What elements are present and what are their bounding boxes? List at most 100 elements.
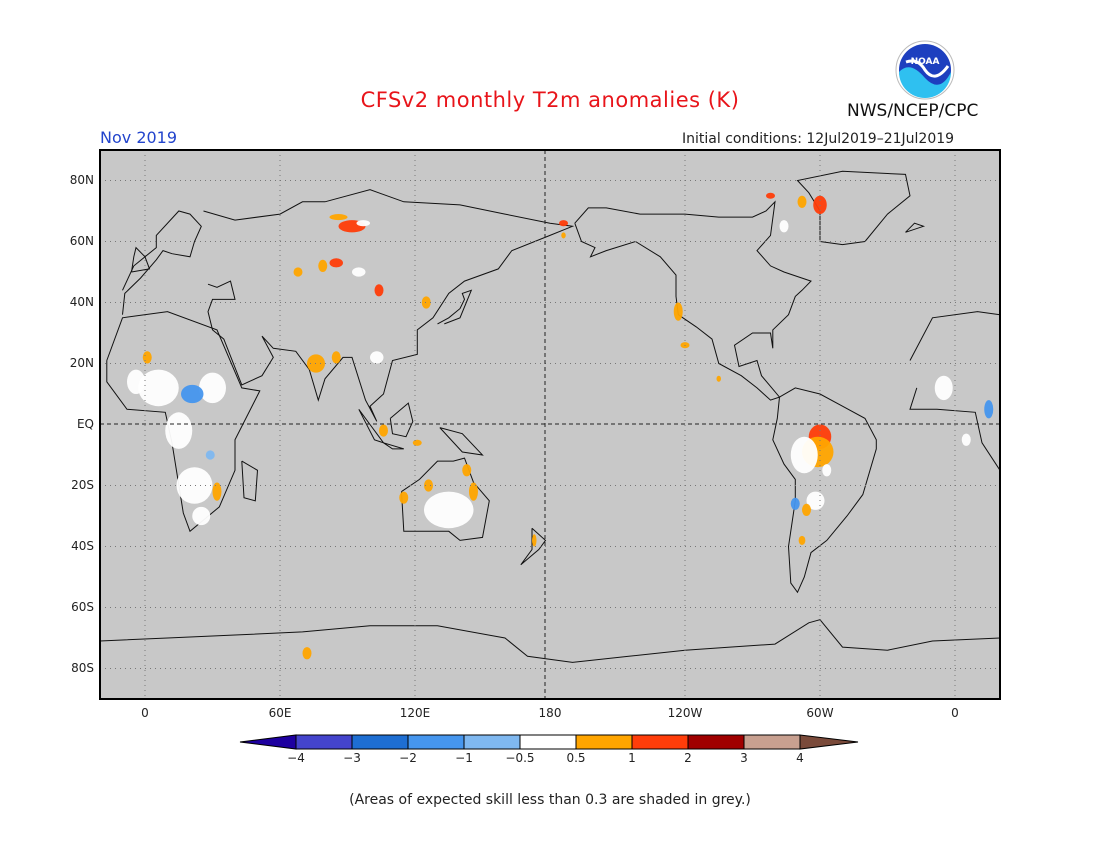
anomaly-patch — [984, 400, 994, 419]
coastline — [241, 460, 259, 502]
anomaly-patch — [192, 506, 211, 526]
anomaly-patch — [532, 534, 537, 547]
anomaly-patch — [370, 351, 384, 364]
anomaly-patch — [138, 369, 179, 407]
colorbar-segment — [519, 734, 577, 750]
coastline — [401, 457, 490, 541]
colorbar-label: 4 — [796, 751, 804, 765]
coastline — [203, 189, 575, 422]
colorbar-segment — [575, 734, 633, 750]
anomaly-patch — [790, 497, 800, 510]
map-frame — [99, 149, 1001, 700]
coastline — [389, 402, 414, 438]
coastline — [99, 619, 1001, 663]
map-gridlines — [100, 150, 1000, 699]
anomaly-patch — [181, 384, 204, 404]
lat-label: 60N — [69, 233, 94, 248]
colorbar-segment — [351, 734, 409, 750]
colorbar-label: −4 — [287, 751, 305, 765]
lat-label: 60S — [71, 599, 94, 614]
lon-label: 0 — [141, 706, 149, 720]
coastline — [439, 427, 484, 456]
coastline — [106, 311, 261, 533]
map-title: CFSv2 monthly T2m anomalies (K) — [360, 88, 740, 112]
colorbar-label: −0.5 — [505, 751, 535, 765]
forecast-month: Nov 2019 — [100, 128, 178, 147]
anomaly-patch — [199, 372, 226, 404]
colorbar-label: −1 — [455, 751, 473, 765]
anomaly-patch — [356, 220, 370, 227]
colorbar-segment — [295, 734, 353, 750]
colorbar-label: −3 — [343, 751, 361, 765]
anomaly-patch — [424, 479, 433, 492]
colorbar-segment — [463, 734, 521, 750]
anomaly-patch — [352, 267, 366, 277]
anomaly-patch — [293, 267, 303, 277]
coastline — [772, 387, 877, 594]
coastline — [520, 527, 547, 566]
agency-label: NWS/NCEP/CPC — [847, 101, 979, 121]
anomaly-patch — [399, 491, 409, 504]
anomaly-patch — [421, 296, 431, 309]
logo-text: NOAA — [911, 57, 940, 67]
coastline — [909, 311, 1001, 361]
coastline — [909, 387, 1001, 471]
anomaly-patch — [961, 433, 971, 446]
anomaly-patch — [302, 647, 312, 660]
lon-label: 60E — [268, 706, 292, 720]
anomaly-patch — [934, 375, 953, 401]
lon-label: 180 — [538, 706, 562, 720]
colorbar-segment — [407, 734, 465, 750]
lon-label: 120E — [399, 706, 431, 720]
colorbar-label: 2 — [684, 751, 692, 765]
lat-label: 40N — [69, 294, 94, 309]
anomaly-patch — [329, 214, 348, 221]
coastline — [437, 289, 473, 325]
anomaly-patch — [766, 192, 775, 199]
coastline — [574, 200, 812, 401]
anomaly-patch — [822, 464, 832, 477]
colorbar-segment — [631, 734, 689, 750]
anomaly-patch — [176, 467, 213, 504]
anomaly-patch — [127, 369, 145, 394]
coastline — [122, 210, 202, 315]
anomaly-patch — [469, 482, 478, 501]
colorbar-label: −2 — [399, 751, 417, 765]
colorbar-segment — [687, 734, 745, 750]
colorbar-segment — [743, 734, 801, 750]
lon-label: 0 — [951, 706, 959, 720]
anomaly-patch — [673, 302, 683, 321]
skill-note: (Areas of expected skill less than 0.3 a… — [349, 792, 751, 808]
anomaly-patch — [329, 258, 343, 268]
anomaly-patch — [798, 535, 806, 545]
anomaly-patch — [462, 464, 472, 477]
lat-label: EQ — [76, 416, 94, 431]
anomaly-patch — [318, 259, 328, 272]
anomaly-patch — [813, 195, 827, 215]
lat-label: 80S — [71, 660, 94, 675]
anomaly-patch — [374, 284, 384, 297]
anomaly-patch — [779, 220, 789, 233]
anomaly-patch — [797, 195, 807, 208]
initial-conditions: Initial conditions: 12Jul2019–21Jul2019 — [682, 131, 955, 147]
colorbar-label: 0.5 — [566, 751, 586, 765]
lat-label: 20N — [69, 355, 94, 370]
anomaly-patch — [331, 351, 341, 364]
lon-label: 120W — [667, 706, 703, 720]
lat-label: 80N — [69, 172, 94, 187]
lat-label: 40S — [71, 538, 94, 553]
anomaly-patch — [559, 220, 568, 227]
colorbar-label: 3 — [740, 751, 748, 765]
colorbar-label: 1 — [628, 751, 636, 765]
lat-label: 20S — [71, 477, 94, 492]
coastline — [131, 246, 151, 273]
anomaly-patch — [165, 412, 193, 449]
colorbar-arrow-right — [799, 734, 859, 750]
anomaly-shading — [127, 192, 994, 660]
anomaly-patch — [412, 439, 422, 446]
anomaly-patch — [424, 491, 474, 529]
anomaly-patch — [205, 450, 215, 460]
